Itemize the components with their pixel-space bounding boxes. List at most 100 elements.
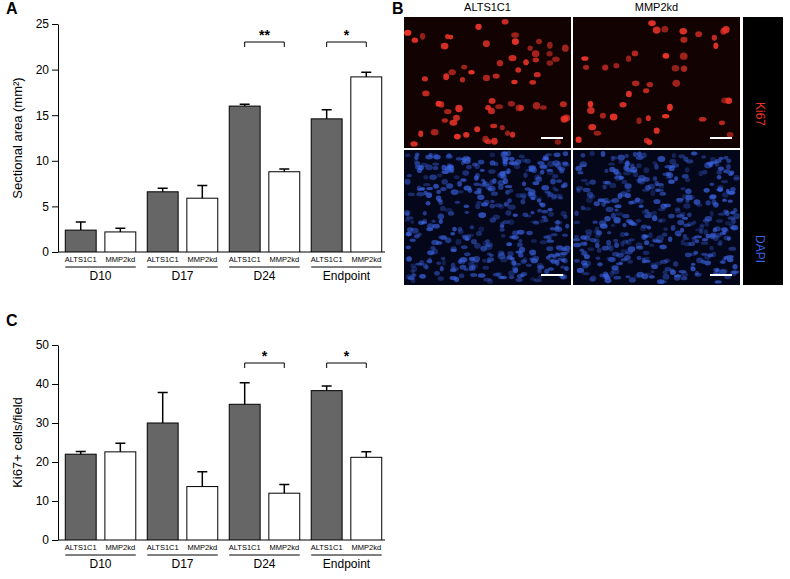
- tick-label: 10: [36, 494, 50, 508]
- cell-texture: [404, 30, 411, 36]
- column-label: ALTS1C1: [464, 1, 511, 13]
- bar: [65, 454, 96, 540]
- cell-texture: [419, 274, 426, 279]
- cell-texture: [546, 60, 553, 66]
- cell-texture: [710, 183, 715, 187]
- tick-label: 20: [36, 455, 50, 469]
- scale-bar: [710, 137, 732, 139]
- tick-mark: [52, 115, 58, 116]
- cell-texture: [561, 211, 567, 217]
- bar-label: MMP2kd: [351, 543, 381, 552]
- cell-texture: [725, 98, 732, 104]
- cell-texture: [410, 220, 414, 223]
- cell-texture: [554, 188, 559, 191]
- cell-texture: [441, 257, 445, 260]
- cell-texture: [674, 275, 681, 281]
- cell-texture: [537, 209, 542, 213]
- cell-texture: [590, 276, 596, 282]
- cell-texture: [583, 65, 589, 70]
- cell-texture: [551, 194, 557, 199]
- cell-texture: [508, 55, 516, 61]
- cell-texture: [635, 198, 640, 203]
- cell-texture: [702, 170, 707, 175]
- tick-mark: [52, 540, 58, 541]
- cell-texture: [732, 264, 737, 269]
- cell-texture: [519, 154, 525, 158]
- cell-texture: [653, 239, 660, 242]
- cell-texture: [474, 126, 480, 132]
- micrograph-background: [573, 17, 740, 148]
- cell-texture: [444, 109, 451, 114]
- cell-texture: [636, 118, 641, 125]
- bar: [229, 404, 260, 540]
- cell-texture: [699, 117, 707, 122]
- significance-label: *: [344, 27, 350, 43]
- cell-texture: [717, 175, 722, 179]
- cell-texture: [614, 243, 619, 249]
- cell-texture: [660, 280, 668, 283]
- cell-texture: [475, 24, 481, 30]
- cell-texture: [731, 270, 739, 274]
- cell-texture: [418, 165, 424, 170]
- bar: [187, 198, 218, 252]
- cell-texture: [728, 199, 733, 202]
- cell-texture: [706, 162, 711, 165]
- cell-texture: [663, 53, 670, 59]
- cell-texture: [613, 276, 621, 280]
- cell-texture: [454, 277, 459, 282]
- cell-texture: [584, 236, 590, 241]
- tick-label: 0: [42, 533, 49, 547]
- cell-texture: [615, 176, 622, 181]
- error-bar: [322, 110, 332, 119]
- error-bar: [361, 72, 371, 77]
- cell-texture: [713, 202, 719, 208]
- cell-texture: [490, 124, 497, 128]
- cell-texture: [532, 181, 539, 185]
- cell-texture: [674, 274, 681, 277]
- cell-texture: [636, 163, 641, 168]
- cell-texture: [658, 156, 666, 162]
- image-panel: BALTS1C1MMP2kdKi67DAPI: [392, 0, 783, 285]
- cell-texture: [505, 131, 510, 136]
- cell-texture: [560, 101, 567, 107]
- cell-texture: [482, 266, 489, 270]
- tick-mark: [52, 24, 58, 25]
- cell-texture: [537, 162, 545, 166]
- cell-texture: [432, 163, 439, 166]
- cell-texture: [542, 158, 549, 161]
- cell-texture: [681, 66, 687, 72]
- cell-texture: [404, 210, 411, 215]
- significance-label: *: [344, 348, 350, 364]
- tick-mark: [52, 206, 58, 207]
- bar: [105, 452, 136, 540]
- cell-texture: [633, 152, 637, 157]
- cell-texture: [600, 224, 608, 229]
- cell-texture: [564, 246, 571, 251]
- cell-texture: [582, 250, 588, 256]
- bar-label: ALTS1C1: [65, 255, 97, 264]
- cell-texture: [678, 154, 684, 158]
- cell-texture: [612, 252, 619, 257]
- cell-texture: [728, 247, 736, 251]
- cell-texture: [588, 101, 594, 107]
- cell-texture: [589, 151, 594, 156]
- tick-label: 5: [42, 200, 49, 214]
- error-bar: [240, 104, 250, 106]
- cell-texture: [561, 184, 565, 188]
- cell-texture: [701, 155, 706, 159]
- cell-texture: [528, 165, 536, 169]
- cell-texture: [517, 230, 525, 235]
- cell-texture: [417, 233, 422, 237]
- cell-texture: [474, 183, 479, 186]
- cell-texture: [582, 263, 589, 268]
- cell-texture: [643, 251, 650, 255]
- cell-texture: [539, 202, 544, 205]
- cell-texture: [410, 141, 417, 146]
- cell-texture: [466, 165, 472, 170]
- cell-texture: [636, 242, 643, 248]
- cell-texture: [436, 190, 441, 194]
- tick-mark: [52, 252, 58, 253]
- cell-texture: [595, 257, 600, 260]
- error-bar: [361, 452, 371, 457]
- cell-texture: [460, 77, 465, 82]
